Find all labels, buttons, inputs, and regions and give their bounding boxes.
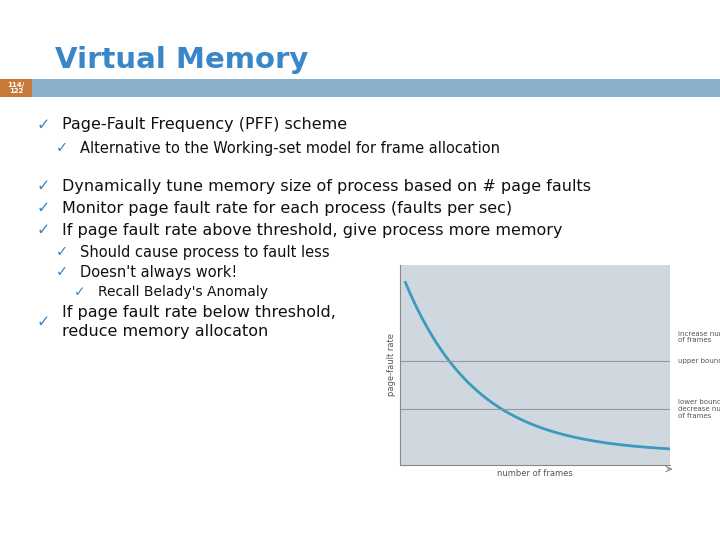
Text: Dynamically tune memory size of process based on # page faults: Dynamically tune memory size of process … <box>62 179 591 193</box>
Text: ✓: ✓ <box>37 118 50 132</box>
Text: ✓: ✓ <box>55 140 68 156</box>
X-axis label: number of frames: number of frames <box>497 469 573 478</box>
Text: If page fault rate above threshold, give process more memory: If page fault rate above threshold, give… <box>62 222 562 238</box>
Y-axis label: page-fault rate: page-fault rate <box>387 334 396 396</box>
Text: Should cause process to fault less: Should cause process to fault less <box>80 245 330 260</box>
Text: ✓: ✓ <box>37 314 50 329</box>
Bar <box>0 79 720 97</box>
Text: Monitor page fault rate for each process (faults per sec): Monitor page fault rate for each process… <box>62 200 512 215</box>
Text: ✓: ✓ <box>55 265 68 280</box>
Text: ✓: ✓ <box>74 285 86 299</box>
Text: lower bound
decrease number
of frames: lower bound decrease number of frames <box>678 399 720 419</box>
Text: Virtual Memory: Virtual Memory <box>55 46 308 74</box>
Text: Doesn't always work!: Doesn't always work! <box>80 265 238 280</box>
Text: Page-Fault Frequency (PFF) scheme: Page-Fault Frequency (PFF) scheme <box>62 118 347 132</box>
Text: ✓: ✓ <box>55 245 68 260</box>
Text: Alternative to the Working-set model for frame allocation: Alternative to the Working-set model for… <box>80 140 500 156</box>
Text: increase number
of frames: increase number of frames <box>678 330 720 343</box>
Text: ✓: ✓ <box>37 200 50 215</box>
Text: 114/
122: 114/ 122 <box>7 82 24 94</box>
Bar <box>0 79 32 97</box>
Text: Recall Belady's Anomaly: Recall Belady's Anomaly <box>98 285 268 299</box>
Text: ✓: ✓ <box>37 222 50 238</box>
Text: upper bound: upper bound <box>678 358 720 364</box>
Text: ✓: ✓ <box>37 179 50 193</box>
Text: If page fault rate below threshold,
reduce memory allocaton: If page fault rate below threshold, redu… <box>62 305 336 339</box>
